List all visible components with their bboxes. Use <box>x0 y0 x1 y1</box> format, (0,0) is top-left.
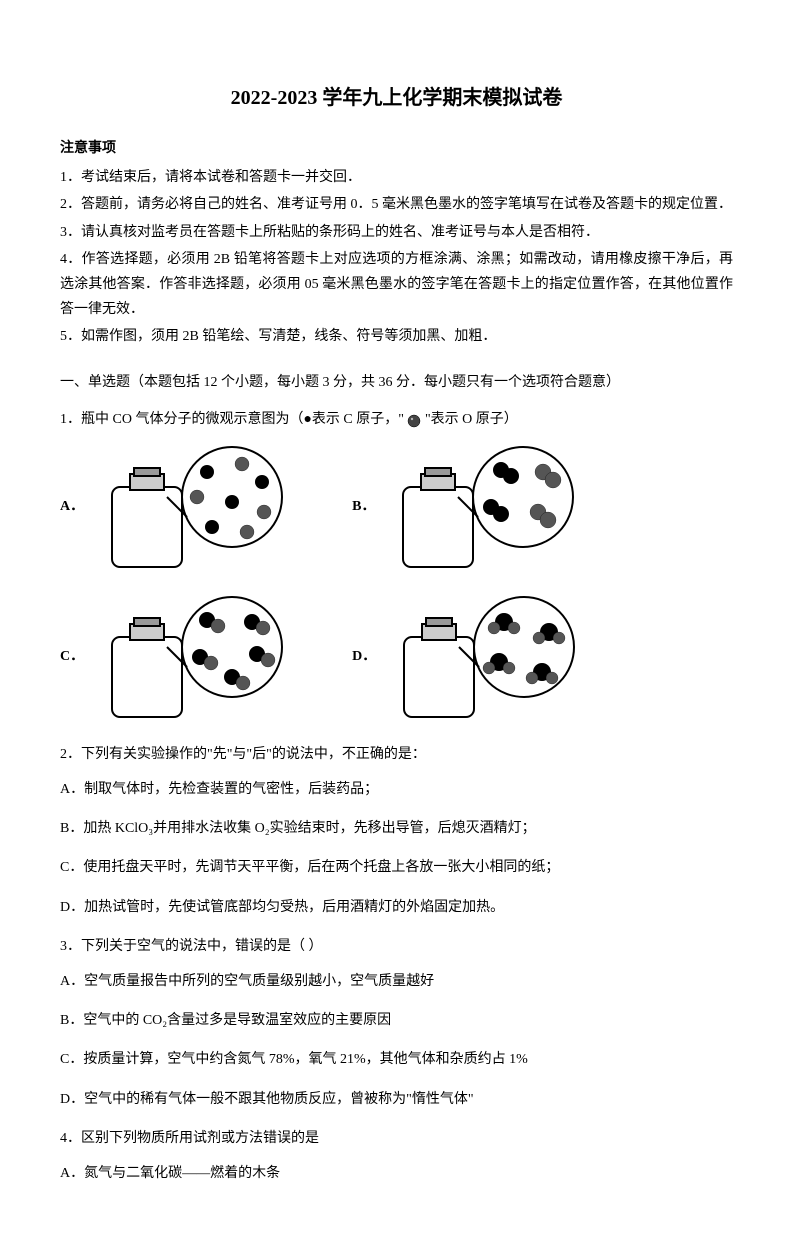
q3-option-c: C．按质量计算，空气中约含氮气 78%，氧气 21%，其他气体和杂质约占 1% <box>60 1047 733 1072</box>
q1-option-a-label: A． <box>60 494 84 519</box>
notice-item-1: 1．考试结束后，请将本试卷和答题卡一并交回． <box>60 165 733 190</box>
q1-option-d-diagram <box>384 592 584 722</box>
q2-option-a: A．制取气体时，先检查装置的气密性，后装药品； <box>60 777 733 802</box>
question-3: 3．下列关于空气的说法中，错误的是（ ） A．空气质量报告中所列的空气质量级别越… <box>60 934 733 1112</box>
notice-item-3: 3．请认真核对监考员在答题卡上所粘贴的条形码上的姓名、准考证号与本人是否相符． <box>60 220 733 245</box>
page-title: 2022-2023 学年九上化学期末模拟试卷 <box>60 80 733 116</box>
notice-item-5: 5．如需作图，须用 2B 铅笔绘、写清楚，线条、符号等须加黑、加粗． <box>60 324 733 349</box>
q1-option-c-diagram <box>92 592 292 722</box>
q1-suffix: "表示 O 原子） <box>425 412 518 427</box>
question-1: 1．瓶中 CO 气体分子的微观示意图为（●表示 C 原子，" "表示 O 原子）… <box>60 407 733 722</box>
q1-option-a: A． <box>60 442 292 572</box>
notice-item-4: 4．作答选择题，必须用 2B 铅笔将答题卡上对应选项的方框涂满、涂黑；如需改动，… <box>60 247 733 323</box>
q1-option-b-diagram <box>383 442 583 572</box>
question-3-text: 3．下列关于空气的说法中，错误的是（ ） <box>60 934 733 959</box>
q1-option-a-diagram <box>92 442 292 572</box>
notice-header: 注意事项 <box>60 136 733 161</box>
q1-option-row-1: A． B． <box>60 442 733 572</box>
q1-option-c-label: C． <box>60 644 84 669</box>
q1-option-b-label: B． <box>352 494 375 519</box>
question-4-text: 4．区别下列物质所用试剂或方法错误的是 <box>60 1126 733 1151</box>
q3-option-b: B．空气中的 CO₂含量过多是导致温室效应的主要原因 <box>60 1008 733 1033</box>
question-2-text: 2．下列有关实验操作的"先"与"后"的说法中，不正确的是： <box>60 742 733 767</box>
q1-option-c: C． <box>60 592 292 722</box>
question-1-text: 1．瓶中 CO 气体分子的微观示意图为（●表示 C 原子，" "表示 O 原子） <box>60 407 733 432</box>
q1-prefix: 1．瓶中 CO 气体分子的微观示意图为（●表示 C 原子，" <box>60 412 407 427</box>
section-1-header: 一、单选题（本题包括 12 个小题，每小题 3 分，共 36 分．每小题只有一个… <box>60 370 733 395</box>
question-4: 4．区别下列物质所用试剂或方法错误的是 A．氮气与二氧化碳——燃着的木条 <box>60 1126 733 1186</box>
q2-option-c: C．使用托盘天平时，先调节天平平衡，后在两个托盘上各放一张大小相同的纸； <box>60 855 733 880</box>
q1-option-row-2: C． D． <box>60 592 733 722</box>
q2-option-d: D．加热试管时，先使试管底部均匀受热，后用酒精灯的外焰固定加热。 <box>60 895 733 920</box>
question-2: 2．下列有关实验操作的"先"与"后"的说法中，不正确的是： A．制取气体时，先检… <box>60 742 733 920</box>
q4-option-a: A．氮气与二氧化碳——燃着的木条 <box>60 1161 733 1186</box>
q2-option-b: B．加热 KClO₃并用排水法收集 O₂实验结束时，先移出导管，后熄灭酒精灯； <box>60 816 733 841</box>
notice-item-2: 2．答题前，请务必将自己的姓名、准考证号用 0．5 毫米黑色墨水的签字笔填写在试… <box>60 192 733 217</box>
o-atom-inline-icon <box>407 412 421 426</box>
q1-option-b: B． <box>352 442 583 572</box>
q1-option-d-label: D． <box>352 644 376 669</box>
q3-option-a: A．空气质量报告中所列的空气质量级别越小，空气质量越好 <box>60 969 733 994</box>
q3-option-d: D．空气中的稀有气体一般不跟其他物质反应，曾被称为"惰性气体" <box>60 1087 733 1112</box>
q1-option-d: D． <box>352 592 584 722</box>
